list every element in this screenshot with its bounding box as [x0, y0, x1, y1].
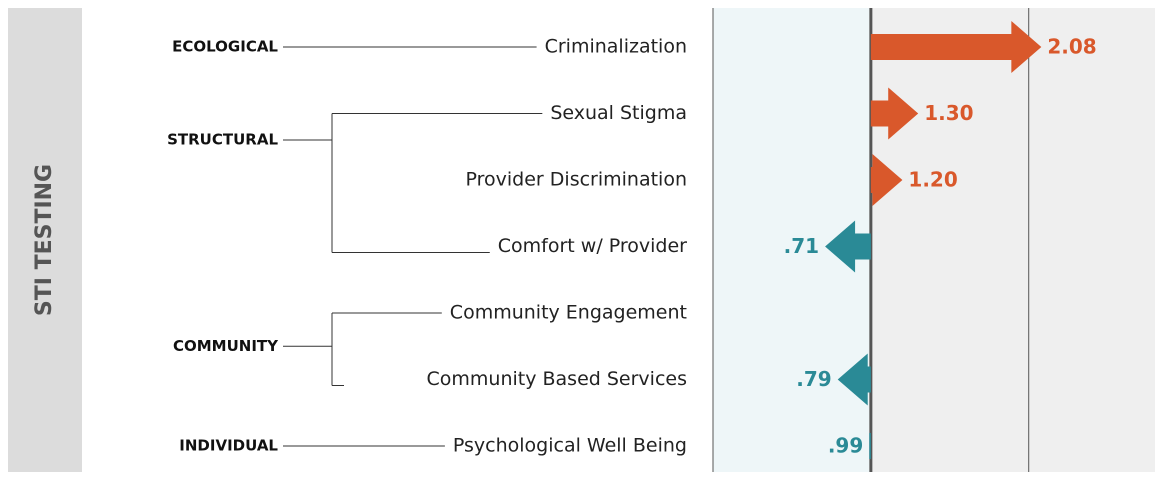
value-label: .71: [784, 234, 819, 258]
plot-right-bg: [871, 8, 1155, 472]
group-label: ECOLOGICAL: [172, 38, 278, 56]
category-label: Community Based Services: [427, 368, 688, 390]
value-label: 1.30: [924, 101, 973, 125]
category-label: Sexual Stigma: [550, 102, 687, 124]
category-label: Provider Discrimination: [466, 169, 687, 191]
arrow: [825, 220, 871, 273]
category-label: Criminalization: [545, 36, 687, 58]
category-label: Community Engagement: [450, 302, 687, 324]
arrow: [869, 433, 871, 459]
category-label: Comfort w/ Provider: [498, 235, 687, 257]
arrow: [870, 21, 1042, 73]
chart-title: STI TESTING: [32, 164, 57, 316]
group-label: INDIVIDUAL: [179, 437, 278, 455]
arrow: [870, 154, 903, 206]
value-label: 1.20: [908, 168, 957, 192]
group-label: STRUCTURAL: [167, 131, 278, 149]
value-label: 2.08: [1047, 35, 1096, 59]
group-label: COMMUNITY: [173, 337, 279, 355]
category-label: Psychological Well Being: [453, 435, 687, 457]
arrow: [870, 87, 919, 140]
value-label: .99: [828, 434, 863, 458]
value-label: .79: [796, 367, 831, 391]
arrow: [837, 353, 871, 406]
title-band: [8, 8, 82, 472]
